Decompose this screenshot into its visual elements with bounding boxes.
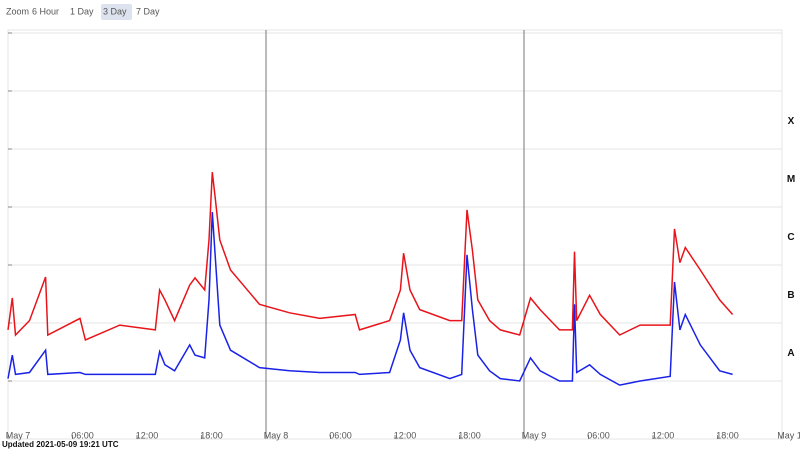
- x-tick-label: 06:00: [71, 430, 94, 440]
- x-tick-label: May 7: [6, 430, 31, 440]
- updated-note: Updated 2021-05-09 19:21 UTC: [2, 440, 119, 449]
- flare-class-label: B: [787, 290, 794, 301]
- x-tick-label: 18:00: [716, 430, 739, 440]
- plot-area: [7, 29, 783, 440]
- x-tick-label: May 10: [777, 430, 800, 440]
- zoom-button[interactable]: 1 Day: [70, 6, 94, 16]
- x-tick-label: 06:00: [329, 430, 352, 440]
- x-tick-label: 18:00: [200, 430, 223, 440]
- x-tick-label: 12:00: [652, 430, 675, 440]
- flare-class-label: M: [787, 174, 795, 185]
- x-tick-label: May 9: [522, 430, 547, 440]
- zoom-button-bg: [101, 4, 132, 20]
- flare-class-label: A: [787, 348, 794, 359]
- x-tick-label: 06:00: [587, 430, 610, 440]
- flux-line: [7, 172, 734, 342]
- x-tick-label: May 8: [264, 430, 289, 440]
- zoom-button[interactable]: 7 Day: [136, 6, 160, 16]
- zoom-label: Zoom: [6, 6, 29, 16]
- flare-class-label: X: [788, 116, 795, 127]
- x-tick-label: 12:00: [136, 430, 159, 440]
- x-tick-label: 12:00: [394, 430, 417, 440]
- flare-class-label: C: [787, 232, 794, 243]
- x-tick-label: 18:00: [458, 430, 481, 440]
- zoom-bar: 6 Hour 1 Day 3 Day 7 Day: [32, 4, 160, 20]
- zoom-button[interactable]: 6 Hour: [32, 6, 59, 16]
- flux-line: [7, 211, 733, 386]
- zoom-button[interactable]: 3 Day: [103, 6, 127, 16]
